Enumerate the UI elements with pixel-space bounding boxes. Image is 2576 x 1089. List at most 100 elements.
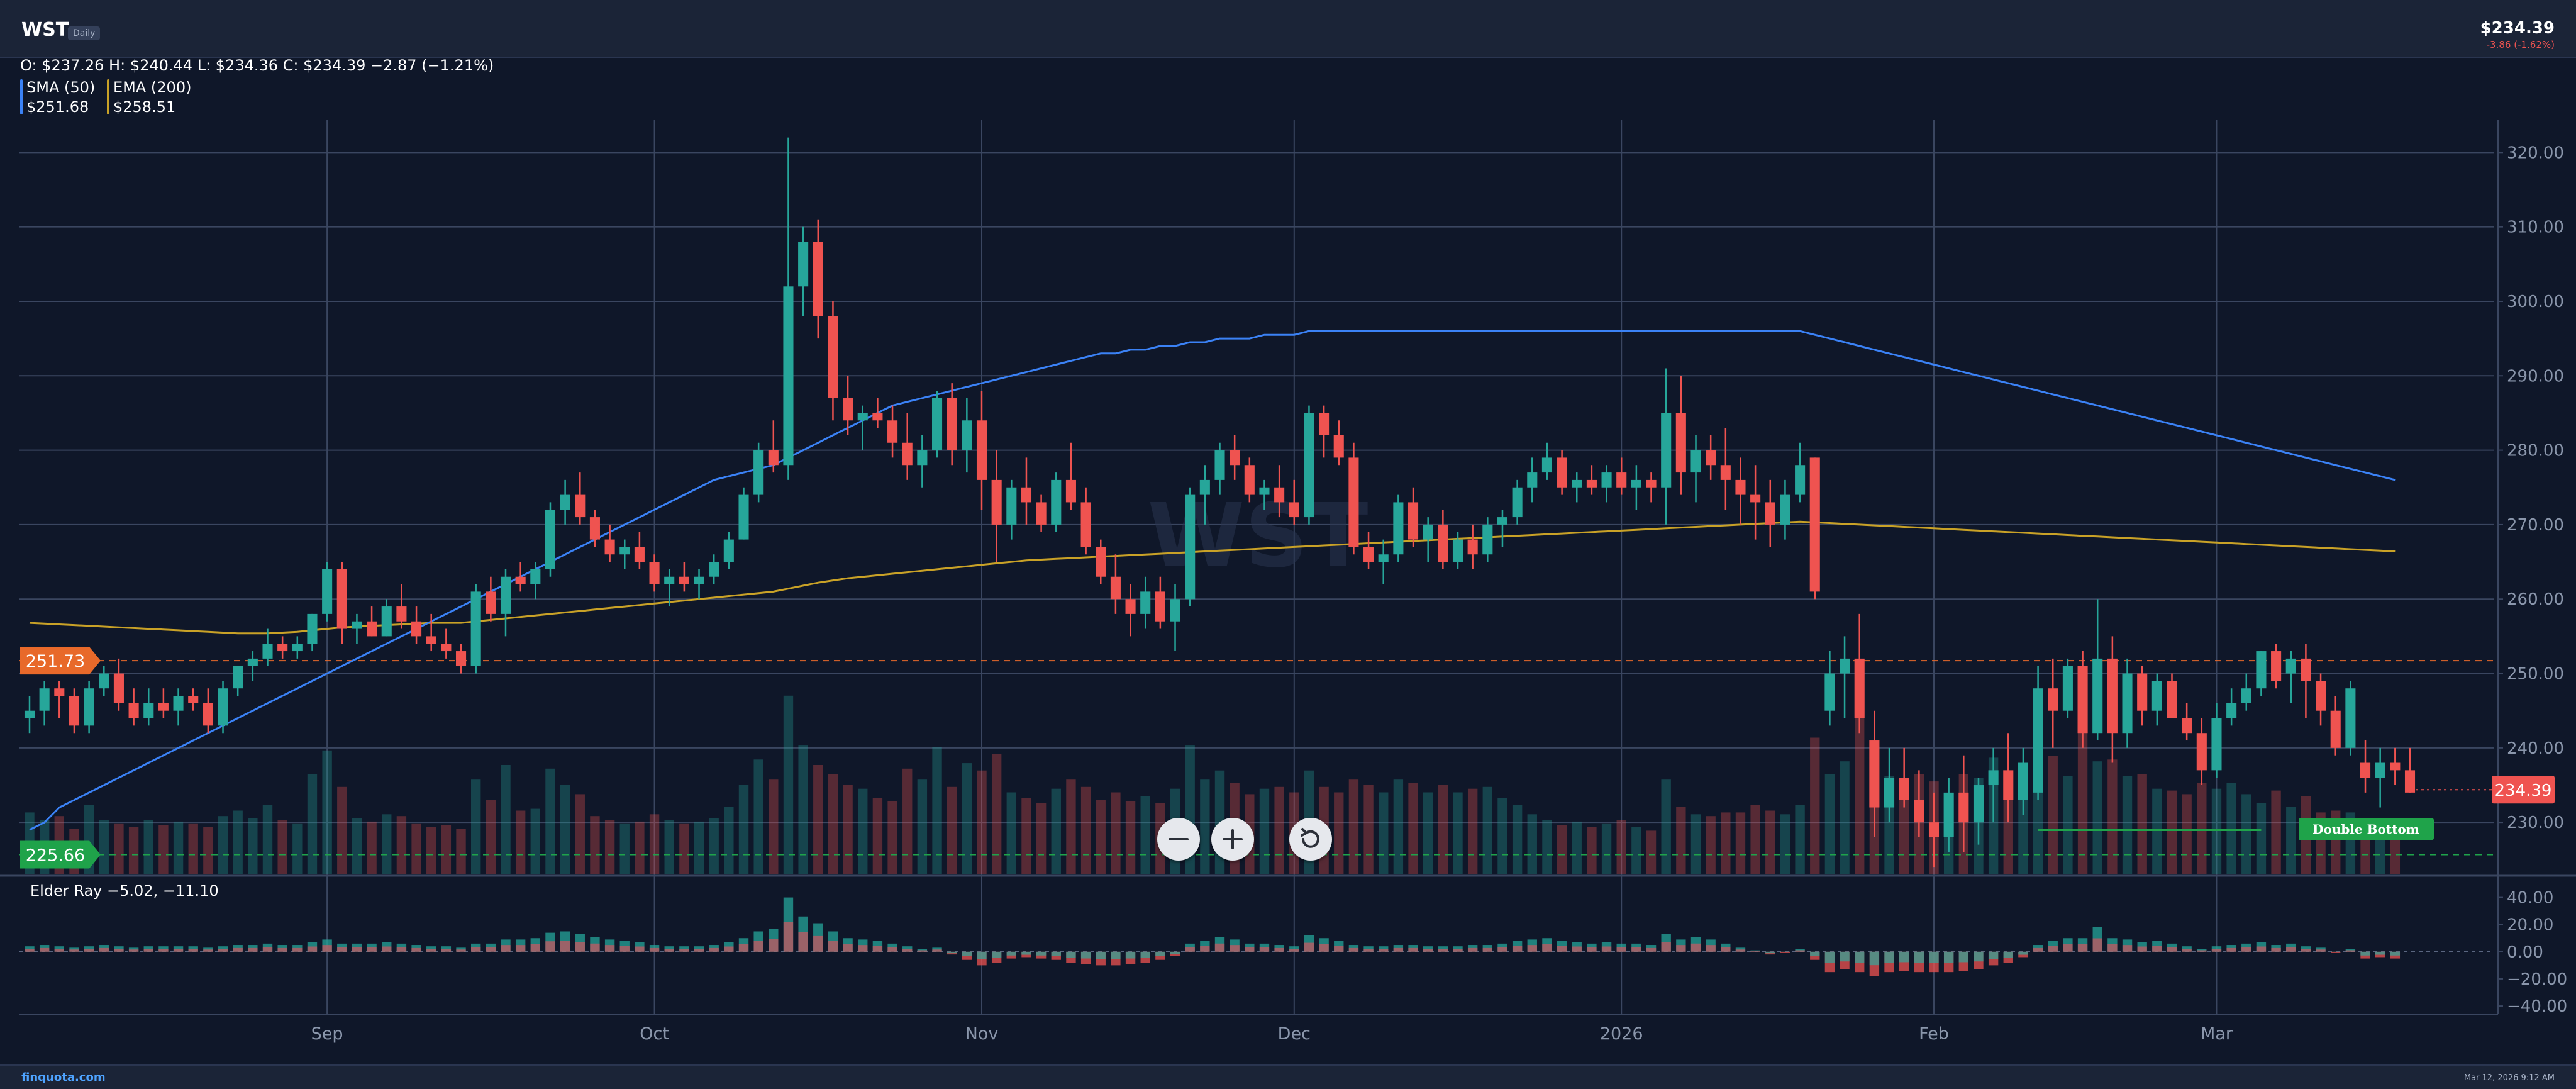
volume-bar bbox=[649, 814, 660, 874]
volume-bar bbox=[337, 786, 347, 874]
candle-body bbox=[1661, 413, 1672, 488]
candle-body bbox=[1928, 822, 1940, 837]
volume-bar bbox=[441, 825, 452, 874]
candle-body bbox=[113, 673, 124, 703]
candle-body bbox=[2137, 673, 2148, 711]
volume-bar bbox=[396, 816, 407, 874]
volume-bar bbox=[530, 808, 541, 874]
volume-bar bbox=[664, 820, 674, 874]
volume-bar bbox=[292, 823, 303, 874]
candle-body bbox=[322, 569, 333, 614]
elder-bear-bar bbox=[1706, 945, 1716, 952]
candle-body bbox=[1527, 472, 1538, 488]
elder-bear-bar bbox=[1974, 951, 1984, 962]
elder-bear-bar bbox=[2375, 951, 2385, 955]
timeframe-badge[interactable]: Daily bbox=[68, 26, 101, 40]
volume-bar bbox=[1393, 779, 1404, 874]
elder-bear-bar bbox=[590, 943, 600, 952]
candle-body bbox=[1824, 673, 1835, 711]
elder-bear-bar bbox=[1363, 949, 1374, 952]
volume-bar bbox=[1274, 786, 1284, 874]
elder-bear-bar bbox=[545, 941, 555, 952]
volume-bar bbox=[1438, 785, 1448, 874]
elder-bear-bar bbox=[1036, 951, 1046, 956]
volume-bar bbox=[1601, 823, 1612, 874]
volume-bar bbox=[1899, 790, 1909, 874]
candle-body bbox=[619, 547, 630, 555]
elder-bear-bar bbox=[1245, 947, 1255, 952]
volume-bar bbox=[887, 801, 897, 874]
elder-bear-bar bbox=[1438, 949, 1448, 952]
candle-body bbox=[2077, 666, 2088, 734]
candle-body bbox=[1914, 800, 1924, 823]
elder-bear-bar bbox=[1557, 946, 1567, 952]
elder-tick-label: 40.00 bbox=[2507, 889, 2553, 908]
zoom-out-button[interactable] bbox=[1157, 818, 1200, 861]
reset-button[interactable] bbox=[1289, 818, 1332, 861]
candle-body bbox=[589, 517, 600, 540]
elder-bear-bar bbox=[1795, 950, 1805, 952]
volume-bar bbox=[2152, 788, 2162, 874]
candle-body bbox=[426, 636, 436, 644]
volume-bar bbox=[2137, 774, 2147, 874]
elder-bear-bar bbox=[887, 947, 897, 952]
elder-bear-bar bbox=[1319, 944, 1329, 952]
elder-bear-bar bbox=[991, 951, 1002, 958]
candle-body bbox=[1750, 494, 1761, 503]
volume-bar bbox=[858, 788, 868, 874]
candle-body bbox=[1943, 792, 1954, 837]
elder-bear-bar bbox=[99, 947, 109, 952]
volume-bar bbox=[2063, 776, 2073, 874]
candle-body bbox=[2048, 688, 2058, 711]
elder-bear-bar bbox=[1080, 951, 1091, 959]
elder-bear-bar bbox=[188, 949, 198, 952]
volume-bar bbox=[2241, 794, 2251, 874]
candle-body bbox=[2018, 762, 2028, 800]
candle-body bbox=[1110, 576, 1121, 600]
last-price-tag-label: 234.39 bbox=[2495, 781, 2552, 800]
elder-bear-bar bbox=[69, 949, 79, 952]
elder-bear-bar bbox=[1958, 951, 1969, 963]
volume-bar bbox=[203, 827, 213, 874]
candle-body bbox=[158, 703, 169, 711]
volume-bar bbox=[1125, 801, 1136, 874]
candle-body bbox=[2241, 688, 2251, 703]
candle-body bbox=[277, 644, 288, 652]
brand-link[interactable]: finquota.com bbox=[21, 1071, 106, 1084]
volume-bar bbox=[1348, 779, 1359, 874]
sma-legend[interactable]: SMA (50) $251.68 bbox=[20, 78, 95, 117]
ema-legend[interactable]: EMA (200) $258.51 bbox=[107, 78, 191, 117]
elder-bear-bar bbox=[1467, 947, 1478, 952]
candle-body bbox=[470, 591, 481, 666]
elder-bear-bar bbox=[1646, 947, 1657, 952]
elder-bear-bar bbox=[1125, 951, 1136, 959]
sma-name: SMA (50) bbox=[26, 79, 96, 96]
volume-bar bbox=[322, 750, 332, 874]
candle-body bbox=[24, 710, 35, 718]
volume-bar bbox=[382, 814, 392, 874]
volume-bar bbox=[367, 821, 377, 874]
elder-bear-bar bbox=[352, 947, 362, 952]
candle-body bbox=[2375, 762, 2385, 778]
price-tick-label: 320.00 bbox=[2507, 143, 2564, 162]
elder-bear-bar bbox=[248, 947, 258, 952]
elder-bear-bar bbox=[1527, 945, 1537, 952]
volume-bar bbox=[262, 805, 273, 874]
candle-body bbox=[1765, 502, 1775, 525]
elder-bear-bar bbox=[619, 946, 630, 952]
elder-bear-bar bbox=[604, 945, 615, 952]
elder-bear-bar bbox=[2063, 944, 2073, 952]
elder-bear-bar bbox=[1631, 947, 1641, 952]
elder-bear-bar bbox=[917, 950, 928, 952]
elder-bear-bar bbox=[649, 947, 660, 952]
candle-body bbox=[1557, 457, 1567, 488]
candle-body bbox=[2196, 733, 2207, 771]
price-tick-label: 300.00 bbox=[2507, 293, 2564, 311]
zoom-in-button[interactable] bbox=[1211, 818, 1254, 861]
elder-bear-bar bbox=[2122, 945, 2133, 952]
elder-bear-bar bbox=[1497, 947, 1507, 952]
volume-bar bbox=[248, 818, 258, 874]
volume-bar bbox=[679, 823, 689, 874]
candle-body bbox=[1065, 479, 1076, 503]
